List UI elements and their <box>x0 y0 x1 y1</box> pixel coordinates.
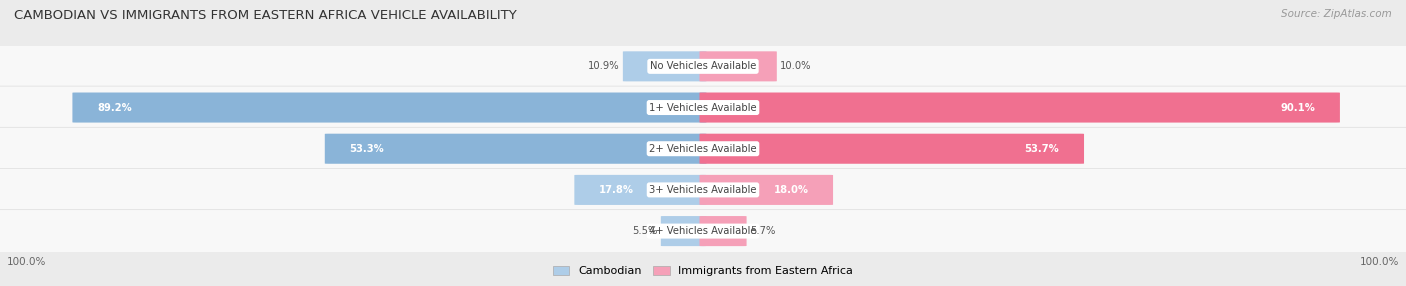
FancyBboxPatch shape <box>700 134 1084 164</box>
FancyBboxPatch shape <box>700 92 1340 123</box>
FancyBboxPatch shape <box>0 168 1406 211</box>
Text: 1+ Vehicles Available: 1+ Vehicles Available <box>650 103 756 112</box>
FancyBboxPatch shape <box>661 216 707 246</box>
Legend: Cambodian, Immigrants from Eastern Africa: Cambodian, Immigrants from Eastern Afric… <box>548 261 858 281</box>
FancyBboxPatch shape <box>0 127 1406 170</box>
FancyBboxPatch shape <box>0 210 1406 253</box>
Text: CAMBODIAN VS IMMIGRANTS FROM EASTERN AFRICA VEHICLE AVAILABILITY: CAMBODIAN VS IMMIGRANTS FROM EASTERN AFR… <box>14 9 517 21</box>
FancyBboxPatch shape <box>575 175 707 205</box>
FancyBboxPatch shape <box>700 51 778 82</box>
FancyBboxPatch shape <box>73 92 707 123</box>
Text: No Vehicles Available: No Vehicles Available <box>650 61 756 71</box>
FancyBboxPatch shape <box>0 86 1406 129</box>
Text: 18.0%: 18.0% <box>773 185 808 195</box>
Text: 53.3%: 53.3% <box>350 144 384 154</box>
Text: 53.7%: 53.7% <box>1025 144 1060 154</box>
FancyBboxPatch shape <box>700 175 832 205</box>
Text: Source: ZipAtlas.com: Source: ZipAtlas.com <box>1281 9 1392 19</box>
Text: 3+ Vehicles Available: 3+ Vehicles Available <box>650 185 756 195</box>
FancyBboxPatch shape <box>0 45 1406 88</box>
Text: 5.5%: 5.5% <box>631 226 657 236</box>
Text: 10.9%: 10.9% <box>588 61 619 71</box>
FancyBboxPatch shape <box>700 216 747 246</box>
Text: 17.8%: 17.8% <box>599 185 634 195</box>
Text: 90.1%: 90.1% <box>1281 103 1316 112</box>
FancyBboxPatch shape <box>325 134 707 164</box>
Text: 10.0%: 10.0% <box>780 61 811 71</box>
Text: 100.0%: 100.0% <box>1360 257 1399 267</box>
Text: 5.7%: 5.7% <box>751 226 776 236</box>
Text: 4+ Vehicles Available: 4+ Vehicles Available <box>650 226 756 236</box>
Text: 100.0%: 100.0% <box>7 257 46 267</box>
FancyBboxPatch shape <box>623 51 707 82</box>
Text: 89.2%: 89.2% <box>97 103 132 112</box>
Text: 2+ Vehicles Available: 2+ Vehicles Available <box>650 144 756 154</box>
